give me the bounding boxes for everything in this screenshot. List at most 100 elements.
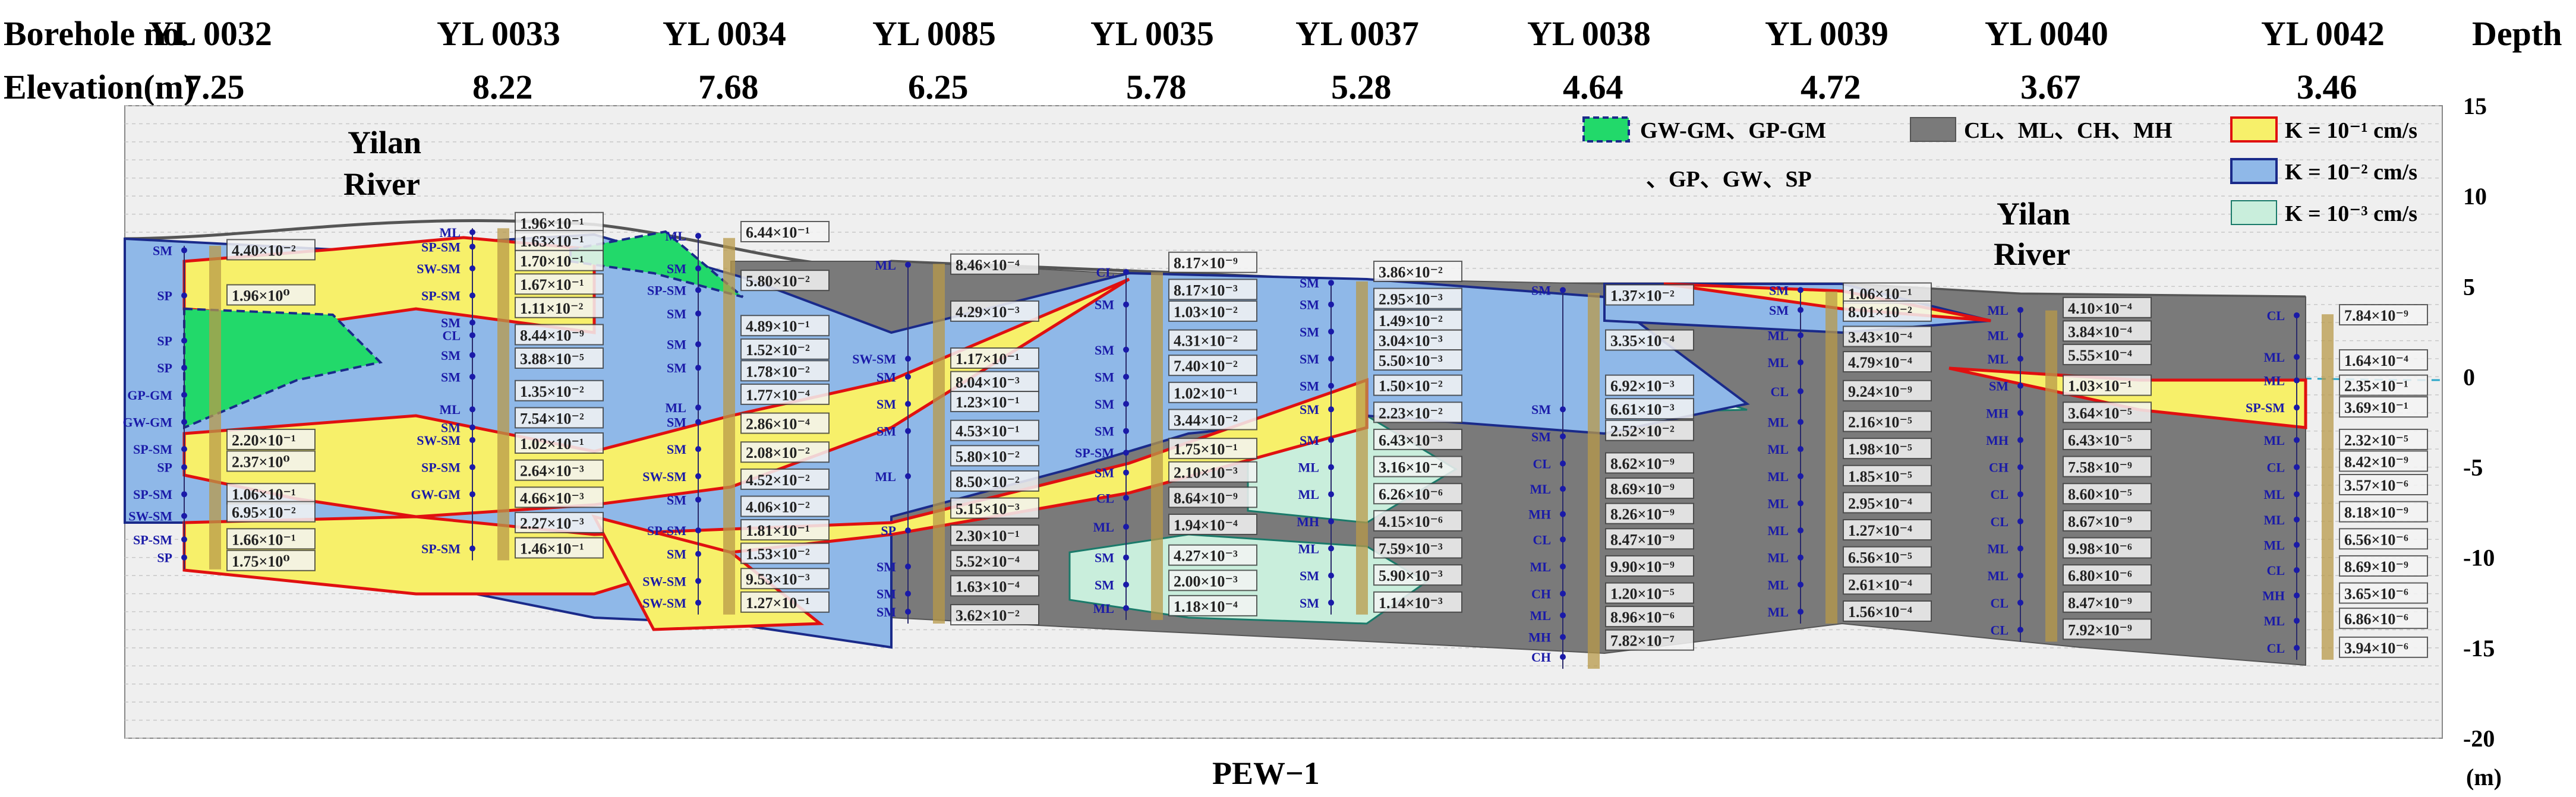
legend-clay-label: CL、ML、CH、MH xyxy=(1964,118,2172,143)
k-value-box xyxy=(1605,502,1694,524)
soil-type-label: SM xyxy=(441,315,461,330)
borehole-log: SM SP SP SP GP-GM GW-GM SP-SM SP SP-SM SW-SM SP-SM… xyxy=(123,239,316,571)
soil-type-label: SM xyxy=(1300,596,1319,611)
depth-tick-label: -10 xyxy=(2463,545,2495,571)
k-value-label: 8.96×10⁻⁶ xyxy=(1610,609,1675,626)
soil-sample-marker xyxy=(695,341,701,347)
soil-type-label: SM xyxy=(1300,433,1319,448)
borehole-log: SM SM SM CL ML MH CL ML CH ML MH CH 1.37×10⁻² 3.35×10… xyxy=(1528,283,1694,669)
k-value-label: 2.00×10⁻³ xyxy=(1174,573,1238,590)
soil-sample-marker xyxy=(695,578,701,584)
soil-type-label: SM xyxy=(667,415,686,430)
k-value-box xyxy=(2339,582,2428,604)
soil-type-label: SW-SM xyxy=(417,261,461,276)
k-value-box xyxy=(2063,591,2152,613)
soil-type-label: SM xyxy=(1095,343,1114,358)
soil-sample-marker xyxy=(1123,268,1129,275)
borehole-elevation: 7.68 xyxy=(698,68,759,106)
soil-sample-marker xyxy=(1123,469,1129,476)
k-value-box xyxy=(1168,300,1257,322)
k-value-box xyxy=(2063,320,2152,342)
k-value-box xyxy=(740,495,830,517)
k-value-label: 3.65×10⁻⁶ xyxy=(2344,586,2408,603)
k-value-box xyxy=(740,468,830,490)
k-value-box xyxy=(1605,606,1694,628)
k-value-label: 2.20×10⁻¹ xyxy=(232,432,296,449)
k-value-label: 8.69×10⁻⁹ xyxy=(1610,480,1675,498)
legend-gravel-label: GW-GM、GP-GM xyxy=(1640,118,1826,143)
k-value-label: 1.11×10⁻² xyxy=(520,300,584,317)
k-value-label: 6.56×10⁻⁵ xyxy=(1848,549,1912,567)
soil-sample-marker xyxy=(181,554,187,561)
k-value-label: 4.79×10⁻⁴ xyxy=(1848,354,1912,371)
k-value-label: 1.66×10⁻¹ xyxy=(232,531,296,548)
k-value-box xyxy=(2339,555,2428,577)
soil-type-label: SM xyxy=(1769,303,1789,318)
borehole-casing xyxy=(497,228,509,561)
borehole-elevation: 6.25 xyxy=(908,68,969,106)
depth-tick-label: 10 xyxy=(2463,183,2487,210)
soil-sample-marker xyxy=(2017,627,2023,633)
borehole-casing xyxy=(723,238,735,615)
soil-type-label: ML xyxy=(1298,487,1319,502)
k-value-label: 2.27×10⁻³ xyxy=(520,515,584,532)
k-value-box xyxy=(1605,629,1694,651)
k-value-box xyxy=(515,324,604,346)
soil-type-label: ML xyxy=(2264,487,2285,502)
soil-type-label: SM xyxy=(1300,276,1319,290)
k-value-label: 8.01×10⁻² xyxy=(1848,303,1912,321)
k-value-box xyxy=(2063,564,2152,586)
k-value-box xyxy=(515,249,604,271)
k-value-box xyxy=(226,239,316,261)
k-value-box xyxy=(1605,555,1694,577)
depth-tick-label: 0 xyxy=(2463,363,2475,390)
k-value-label: 1.81×10⁻¹ xyxy=(746,522,810,539)
borehole-elevation: 8.22 xyxy=(472,68,533,106)
borehole-id: YL 0037 xyxy=(1295,14,1419,53)
soil-sample-marker xyxy=(1123,495,1129,501)
k-value-box xyxy=(515,459,604,481)
depth-tick-label: 15 xyxy=(2463,93,2487,119)
k-value-label: 6.56×10⁻⁶ xyxy=(2344,531,2408,548)
soil-sample-marker xyxy=(1798,581,1803,588)
soil-sample-marker xyxy=(2017,491,2023,498)
k-value-box xyxy=(226,483,316,505)
k-value-box xyxy=(1168,355,1257,377)
k-value-label: 8.17×10⁻³ xyxy=(1174,282,1238,299)
soil-type-label: ML xyxy=(1768,523,1789,538)
k-value-label: 1.50×10⁻² xyxy=(1379,378,1443,395)
borehole-id: YL 0033 xyxy=(437,14,560,53)
gravel-layer-top xyxy=(569,230,744,298)
legend: GW-GM、GP-GM 、GP、GW、SP CL、ML、CH、MH K = 10… xyxy=(1582,116,2417,226)
soil-type-label: SM xyxy=(1095,551,1114,565)
soil-sample-marker xyxy=(1560,612,1566,619)
soil-sample-marker xyxy=(2294,312,2300,318)
k-value-box xyxy=(1373,564,1462,586)
legend-k1-label: K = 10⁻¹ cm/s xyxy=(2285,118,2417,143)
k-value-label: 3.69×10⁻¹ xyxy=(2344,399,2408,416)
k-value-box xyxy=(1605,582,1694,604)
k-value-box xyxy=(1373,537,1462,559)
k-value-label: 8.69×10⁻⁹ xyxy=(2344,558,2408,575)
legend-k2-swatch xyxy=(2230,158,2278,184)
soil-sample-marker xyxy=(2294,353,2300,360)
k-value-label: 7.84×10⁻⁹ xyxy=(2344,307,2408,324)
k-value-label: 1.96×10⁻¹ xyxy=(520,215,584,232)
soil-type-label: CL xyxy=(442,328,461,343)
k-value-box xyxy=(1843,325,1932,347)
k-value-label: 8.04×10⁻³ xyxy=(956,374,1020,391)
soil-type-label: SM xyxy=(1531,429,1551,444)
k-value-box xyxy=(1843,492,1932,514)
soil-type-label: CL xyxy=(1990,622,2009,637)
soil-type-label: MH xyxy=(1528,507,1551,522)
k-value-label: 8.67×10⁻⁹ xyxy=(2068,513,2132,530)
soil-sample-marker xyxy=(2294,542,2300,548)
borehole-id: YL 0039 xyxy=(1765,14,1888,53)
k-value-box xyxy=(740,221,830,242)
soil-type-label: CL xyxy=(1533,456,1551,471)
k-value-box xyxy=(1373,329,1462,351)
borehole-log: ML ML ML SM MH MH CH CL CL ML ML CL CL 4.10×10⁻⁴ 3.84×… xyxy=(1986,296,2152,642)
soil-type-label: ML xyxy=(1530,608,1551,623)
soil-sample-marker xyxy=(469,491,475,498)
